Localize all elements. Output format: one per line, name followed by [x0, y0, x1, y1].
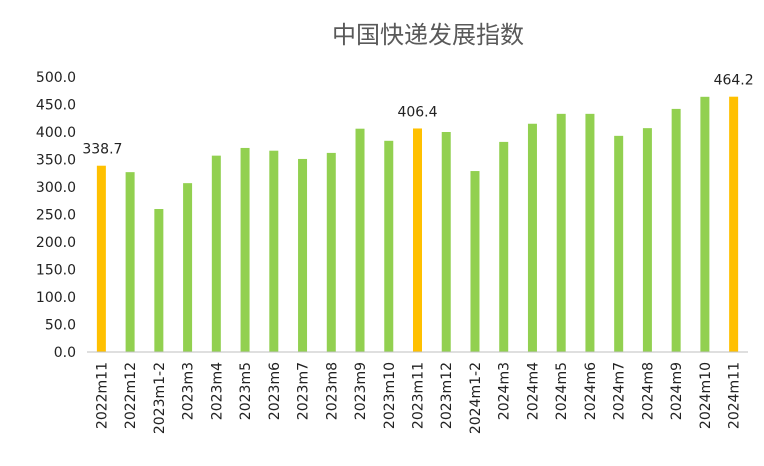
data-label: 464.2	[714, 73, 754, 89]
bar	[125, 172, 135, 352]
x-tick-label: 2024m1-2	[468, 362, 484, 434]
x-tick-label: 2024m7	[612, 362, 628, 420]
x-tick-label: 2023m10	[382, 362, 398, 429]
x-tick-label: 2024m6	[583, 362, 599, 420]
x-axis: 2022m11 2022m12 2023m1-2 2023m3 2023m4 2023m5…	[87, 351, 748, 434]
chart-title: 中国快递发展指数	[332, 21, 524, 49]
y-tick-label: 150.0	[36, 263, 76, 279]
x-tick-label: 2023m4	[209, 362, 225, 420]
bar	[269, 150, 279, 352]
y-tick-label: 250.0	[36, 208, 76, 224]
bar	[240, 147, 250, 352]
bar	[700, 96, 710, 352]
y-tick-label: 300.0	[36, 180, 76, 196]
bar	[614, 135, 624, 352]
x-tick-label: 2022m11	[94, 362, 110, 429]
bar	[671, 108, 681, 353]
x-tick-label: 2023m9	[353, 362, 369, 420]
y-tick-label: 100.0	[36, 290, 76, 306]
bar	[96, 165, 106, 352]
bar	[585, 113, 595, 352]
x-tick-label: 2024m5	[554, 362, 570, 420]
bar	[470, 171, 480, 352]
y-tick-label: 0.0	[54, 345, 76, 361]
x-tick-label: 2024m8	[640, 362, 656, 420]
data-labels: 338.7 406.4 464.2	[82, 73, 753, 158]
bar	[441, 132, 451, 352]
bar	[326, 152, 336, 352]
y-tick-label: 500.0	[36, 70, 76, 86]
x-tick-label: 2023m3	[181, 362, 197, 420]
y-tick-label: 50.0	[45, 318, 76, 334]
x-tick-label: 2023m8	[324, 362, 340, 420]
y-axis: 0.0 50.0 100.0 150.0 200.0 250.0 300.0 350.0 400…	[36, 70, 76, 361]
bar	[211, 155, 221, 352]
x-tick-label: 2024m3	[497, 362, 513, 420]
x-tick-label: 2023m11	[411, 362, 427, 429]
bar	[355, 128, 365, 352]
x-tick-label: 2023m5	[238, 362, 254, 420]
data-label: 338.7	[82, 142, 122, 158]
bar	[729, 96, 739, 352]
data-label: 406.4	[397, 104, 437, 120]
y-tick-label: 200.0	[36, 235, 76, 251]
bar	[384, 140, 394, 352]
x-tick-label: 2024m4	[525, 362, 541, 420]
bar	[154, 209, 164, 352]
bar	[499, 141, 509, 352]
x-tick-label: 2024m9	[669, 362, 685, 420]
bar	[413, 128, 422, 352]
bar	[298, 158, 308, 352]
bar	[556, 113, 566, 352]
x-tick-label: 2024m11	[727, 362, 743, 429]
x-tick-label: 2023m6	[267, 362, 283, 420]
bar	[527, 123, 537, 352]
y-tick-label: 350.0	[36, 153, 76, 169]
y-tick-label: 400.0	[36, 125, 76, 141]
bars	[96, 96, 739, 353]
bar	[642, 128, 652, 352]
x-tick-label: 2022m12	[123, 362, 139, 429]
x-tick-label: 2023m1-2	[152, 362, 168, 434]
y-tick-label: 450.0	[36, 98, 76, 114]
x-tick-label: 2023m12	[439, 362, 455, 429]
x-tick-label: 2023m7	[296, 362, 312, 420]
x-tick-label: 2024m10	[698, 362, 714, 429]
bar	[183, 183, 193, 352]
